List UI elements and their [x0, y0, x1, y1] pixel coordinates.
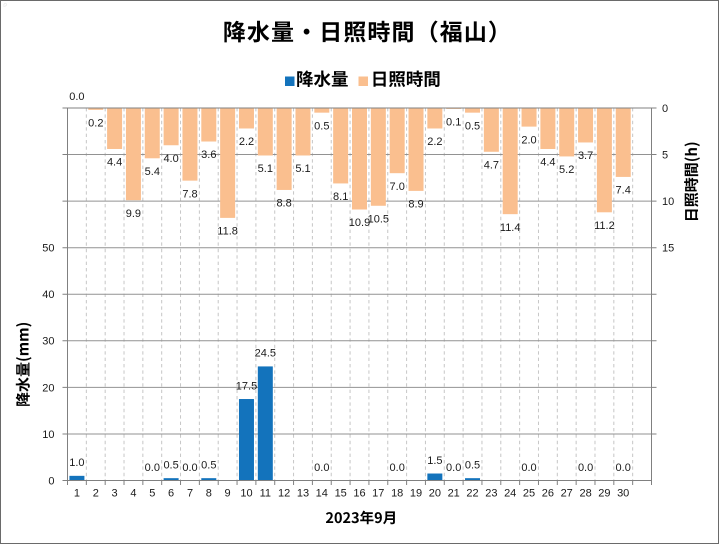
- svg-text:3.7: 3.7: [578, 150, 593, 162]
- svg-text:0.0: 0.0: [314, 462, 329, 474]
- svg-text:10.9: 10.9: [349, 217, 370, 229]
- svg-text:4.7: 4.7: [484, 160, 499, 172]
- svg-text:17: 17: [372, 487, 384, 499]
- svg-text:1.5: 1.5: [427, 455, 442, 467]
- svg-text:19: 19: [410, 487, 422, 499]
- svg-text:10: 10: [42, 429, 54, 441]
- svg-text:3.6: 3.6: [201, 149, 216, 161]
- svg-text:2.2: 2.2: [239, 136, 254, 148]
- svg-text:0: 0: [48, 475, 54, 487]
- svg-text:0.0: 0.0: [145, 462, 160, 474]
- svg-text:11.8: 11.8: [217, 226, 238, 238]
- svg-text:7.4: 7.4: [616, 185, 631, 197]
- svg-text:14: 14: [316, 487, 328, 499]
- svg-text:5.1: 5.1: [258, 163, 273, 175]
- svg-text:17.5: 17.5: [236, 380, 257, 392]
- svg-text:40: 40: [42, 289, 54, 301]
- svg-text:5.1: 5.1: [295, 163, 310, 175]
- svg-text:11.4: 11.4: [500, 222, 521, 234]
- svg-text:5.4: 5.4: [145, 166, 160, 178]
- svg-text:21: 21: [448, 487, 460, 499]
- svg-text:3: 3: [112, 487, 118, 499]
- svg-text:0.5: 0.5: [163, 460, 178, 472]
- svg-text:4.0: 4.0: [163, 153, 178, 165]
- svg-text:30: 30: [42, 336, 54, 348]
- svg-text:15: 15: [335, 487, 347, 499]
- svg-text:9: 9: [225, 487, 231, 499]
- svg-text:0.0: 0.0: [69, 91, 84, 103]
- svg-text:0.5: 0.5: [201, 460, 216, 472]
- svg-text:50: 50: [42, 243, 54, 255]
- svg-text:0.0: 0.0: [182, 462, 197, 474]
- svg-text:29: 29: [598, 487, 610, 499]
- svg-text:2: 2: [93, 487, 99, 499]
- svg-text:27: 27: [561, 487, 573, 499]
- svg-text:26: 26: [542, 487, 554, 499]
- svg-text:8: 8: [206, 487, 212, 499]
- svg-text:0.1: 0.1: [446, 117, 461, 129]
- svg-text:7: 7: [187, 487, 193, 499]
- svg-text:30: 30: [617, 487, 629, 499]
- svg-text:24.5: 24.5: [255, 348, 276, 360]
- svg-text:0.2: 0.2: [88, 118, 103, 130]
- svg-text:20: 20: [42, 382, 54, 394]
- svg-text:2.2: 2.2: [427, 136, 442, 148]
- svg-text:9.9: 9.9: [126, 208, 141, 220]
- svg-text:0.0: 0.0: [616, 462, 631, 474]
- svg-text:0.5: 0.5: [314, 120, 329, 132]
- svg-text:24: 24: [504, 487, 516, 499]
- svg-text:22: 22: [466, 487, 478, 499]
- svg-text:0.5: 0.5: [465, 120, 480, 132]
- svg-text:0: 0: [662, 103, 668, 115]
- svg-text:2.0: 2.0: [521, 134, 536, 146]
- svg-text:15: 15: [662, 243, 674, 255]
- svg-text:0.0: 0.0: [521, 462, 536, 474]
- svg-text:4.4: 4.4: [107, 157, 122, 169]
- svg-text:20: 20: [429, 487, 441, 499]
- svg-text:0.5: 0.5: [465, 460, 480, 472]
- svg-text:7.0: 7.0: [390, 181, 405, 193]
- svg-text:1: 1: [74, 487, 80, 499]
- svg-text:8.9: 8.9: [408, 199, 423, 211]
- svg-text:8.8: 8.8: [276, 198, 291, 210]
- svg-text:10.5: 10.5: [368, 214, 389, 226]
- svg-text:11: 11: [260, 487, 271, 499]
- svg-text:12: 12: [278, 487, 290, 499]
- svg-text:0.0: 0.0: [446, 462, 461, 474]
- svg-text:1.0: 1.0: [69, 457, 84, 469]
- svg-text:13: 13: [297, 487, 309, 499]
- svg-text:5: 5: [662, 150, 668, 162]
- svg-text:6: 6: [168, 487, 174, 499]
- svg-text:4.4: 4.4: [540, 157, 555, 169]
- svg-text:28: 28: [579, 487, 591, 499]
- svg-text:5.2: 5.2: [559, 164, 574, 176]
- svg-text:23: 23: [485, 487, 497, 499]
- svg-text:16: 16: [353, 487, 365, 499]
- svg-text:4: 4: [130, 487, 136, 499]
- svg-text:25: 25: [523, 487, 535, 499]
- svg-text:10: 10: [662, 196, 674, 208]
- svg-text:0.0: 0.0: [578, 462, 593, 474]
- svg-text:10: 10: [240, 487, 252, 499]
- svg-text:8.1: 8.1: [333, 191, 348, 203]
- svg-text:0.0: 0.0: [390, 462, 405, 474]
- svg-text:7.8: 7.8: [182, 188, 197, 200]
- svg-text:18: 18: [391, 487, 403, 499]
- svg-text:11.2: 11.2: [594, 220, 615, 232]
- svg-text:5: 5: [149, 487, 155, 499]
